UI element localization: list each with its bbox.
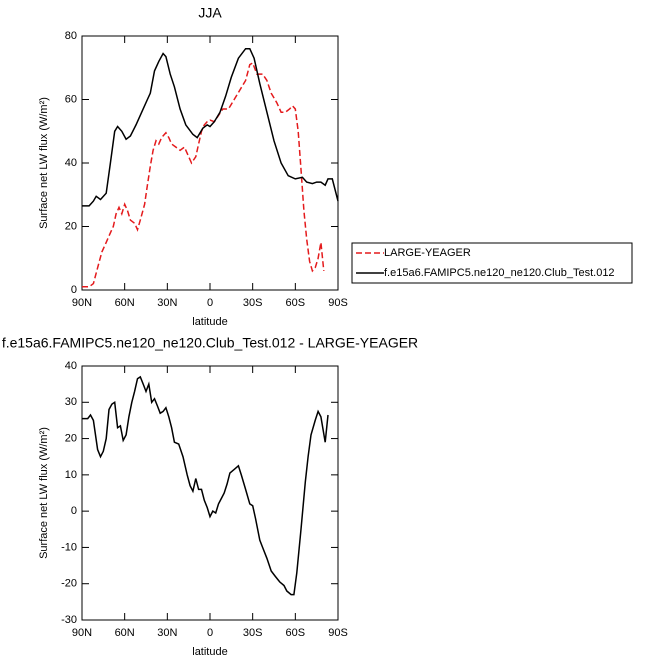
legend-label: f.e15a6.FAMIPC5.ne120_ne120.Club_Test.01… [384,267,615,279]
y-tick-label: 40 [65,360,77,372]
y-tick-label: 10 [65,469,77,481]
x-tick-label: 90S [328,627,348,639]
x-tick-label: 60N [115,297,135,309]
x-tick-label: 60S [286,627,306,639]
y-axis-label: Surface net LW flux (W/m²) [38,97,50,229]
y-tick-label: 30 [65,396,77,408]
x-tick-label: 90S [328,297,348,309]
data-line [82,61,325,288]
y-axis-label: Surface net LW flux (W/m²) [38,427,50,559]
y-tick-label: -10 [61,541,77,553]
plot-frame [81,35,339,291]
x-axis-label: latitude [192,646,227,658]
legend-label: LARGE-YEAGER [384,247,471,259]
y-tick-label: 0 [71,505,77,517]
y-tick-label: 20 [65,432,77,444]
data-line [82,375,329,596]
y-tick-label: 40 [65,157,77,169]
y-tick-label: 20 [65,220,77,232]
x-tick-label: 0 [207,297,213,309]
x-tick-label: 30S [243,627,263,639]
x-tick-label: 90N [72,297,92,309]
x-tick-label: 30S [243,297,263,309]
y-tick-label: -30 [61,614,77,626]
x-tick-label: 30N [157,297,177,309]
y-tick-label: 80 [65,30,77,42]
x-tick-label: 60N [115,627,135,639]
x-tick-label: 60S [286,297,306,309]
y-tick-label: 60 [65,93,77,105]
plot-frame [81,365,339,621]
legend-box [351,242,633,284]
x-tick-label: 0 [207,627,213,639]
x-tick-label: 90N [72,627,92,639]
x-axis-label: latitude [192,316,227,328]
y-tick-label: 0 [71,284,77,296]
chart-title: JJA [198,5,222,21]
y-tick-label: -20 [61,578,77,590]
data-line [82,47,339,207]
chart-title: f.e15a6.FAMIPC5.ne120_ne120.Club_Test.01… [2,335,418,351]
x-tick-label: 30N [157,627,177,639]
